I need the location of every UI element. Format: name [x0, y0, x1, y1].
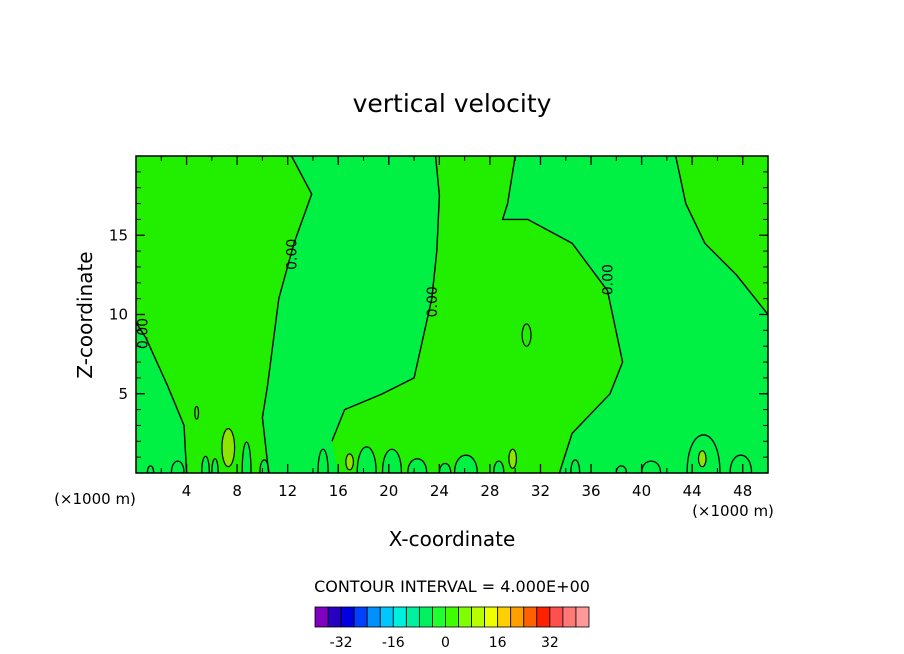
contour-cell-2 [508, 448, 518, 469]
x-axis-label: X-coordinate [389, 527, 516, 551]
colorbar-swatch-14 [497, 606, 512, 628]
y-tick-label-1: 10 [109, 306, 128, 324]
y-tick-label-0: 5 [118, 385, 128, 403]
negative-bump-10 [438, 462, 452, 473]
contour-interval-text: CONTOUR INTERVAL = 4.000E+00 [314, 577, 590, 596]
x-tick-label-10: 44 [683, 482, 702, 500]
negative-bump-7 [356, 446, 377, 473]
zero-contour-line-1 [331, 156, 441, 442]
colorbar-swatch-19 [562, 606, 577, 628]
x-tick-label-2: 12 [278, 482, 297, 500]
colorbar-swatch-15 [510, 606, 525, 628]
x-tick-label-1: 8 [232, 482, 242, 500]
negative-bump-14 [615, 465, 628, 473]
colorbar-tick-label-4: 32 [541, 635, 559, 651]
negative-bump-8 [381, 448, 403, 473]
x-tick-label-5: 24 [430, 482, 449, 500]
colorbar-swatch-2 [340, 606, 355, 628]
x-tick-label-3: 16 [329, 482, 348, 500]
colorbar-swatch-1 [327, 606, 342, 628]
negative-bump-0 [146, 465, 155, 473]
colorbar-swatch-0 [314, 606, 329, 628]
zero-contour-line-2 [501, 156, 624, 473]
x-tick-label-4: 20 [379, 482, 398, 500]
negative-bump-3 [211, 458, 219, 473]
colorbar-tick-label-0: -32 [330, 635, 353, 651]
negative-bump-6 [317, 448, 329, 473]
y-axis-label: Z-coordinate [73, 251, 97, 378]
colorbar-swatch-9 [432, 606, 446, 628]
colorbar-tick-label-3: 16 [489, 635, 507, 651]
colorbar: -32 -16 0 16 32 [314, 606, 590, 651]
contour-cell-0 [221, 428, 236, 468]
colorbar-swatch-12 [471, 606, 486, 628]
contour-cell-4 [521, 323, 532, 347]
zero-contour-line-4 [136, 322, 188, 473]
plot-area: 0.00 0.00 0.00 0.00 [136, 156, 768, 473]
x-tick-label-7: 32 [531, 482, 550, 500]
contour-cell-3 [697, 450, 707, 468]
colorbar-swatch-8 [418, 606, 433, 628]
colorbar-swatch-11 [458, 606, 472, 628]
colorbar-swatch-17 [536, 606, 551, 628]
colorbar-swatch-20 [575, 606, 590, 628]
negative-bump-2 [201, 455, 210, 473]
contour-cell-5 [194, 405, 200, 420]
colorbar-swatch-3 [353, 606, 368, 628]
colorbar-swatch-4 [366, 606, 381, 628]
y-tick-label-2: 15 [109, 226, 128, 244]
y-unit-label: (×1000 m) [54, 490, 136, 508]
colorbar-swatch-18 [549, 606, 564, 628]
x-tick-label-0: 4 [182, 482, 192, 500]
zero-contour-line-3 [675, 156, 768, 315]
negative-bump-13 [570, 459, 581, 473]
zero-contour-line-0 [261, 156, 313, 473]
contour-fields: 0.00 0.00 0.00 0.00 [136, 156, 768, 473]
negative-bump-4 [241, 441, 252, 473]
contour-label-0: 0.00 [285, 239, 301, 270]
chart-title: vertical velocity [353, 89, 552, 118]
positive-region-2 [675, 156, 768, 315]
positive-region-0 [136, 156, 312, 473]
colorbar-swatch-16 [523, 606, 538, 628]
colorbar-swatch-7 [405, 606, 420, 628]
colorbar-swatch-13 [484, 606, 499, 628]
negative-bump-12 [493, 460, 505, 473]
colorbar-swatch-10 [445, 606, 459, 628]
colorbar-tick-label-2: 0 [441, 635, 450, 651]
contour-label-3: 0.00 [136, 318, 152, 349]
x-unit-label: (×1000 m) [692, 502, 774, 520]
contour-label-1: 0.00 [425, 286, 441, 317]
colorbar-swatch-6 [392, 606, 407, 628]
colorbar-tick-label-1: -16 [382, 635, 405, 651]
contour-cell-1 [345, 453, 355, 471]
x-tick-label-6: 28 [480, 482, 499, 500]
x-tick-label-8: 36 [581, 482, 600, 500]
x-tick-label-11: 48 [733, 482, 752, 500]
positive-region-1 [331, 156, 623, 473]
contour-label-2: 0.00 [601, 264, 617, 295]
x-tick-label-9: 40 [632, 482, 651, 500]
colorbar-swatch-5 [379, 606, 394, 628]
